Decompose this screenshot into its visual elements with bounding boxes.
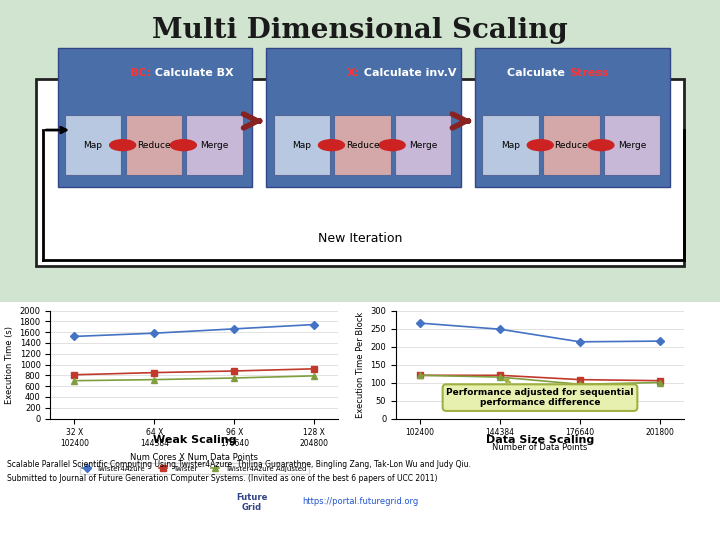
Twister4Azure Adjusted [70, 377, 78, 384]
Twister4Azure Adjusted [230, 375, 239, 381]
Circle shape [109, 140, 135, 151]
FancyBboxPatch shape [65, 115, 121, 176]
Twister [150, 369, 158, 376]
Line: Twister: Twister [71, 366, 318, 377]
FancyBboxPatch shape [395, 115, 451, 176]
Text: Future
Grid: Future Grid [236, 492, 268, 512]
Y-axis label: Execution Time (s): Execution Time (s) [5, 326, 14, 403]
Text: BC:: BC: [130, 68, 151, 78]
Text: Data Size Scaling: Data Size Scaling [486, 435, 594, 445]
Text: Stress: Stress [569, 68, 608, 78]
FancyBboxPatch shape [334, 115, 391, 176]
Twister4Azure Adjusted [310, 373, 319, 379]
Circle shape [171, 140, 197, 151]
FancyBboxPatch shape [36, 79, 684, 266]
Text: Reduce: Reduce [137, 140, 171, 150]
Circle shape [588, 140, 614, 151]
Text: Map: Map [292, 140, 311, 150]
FancyBboxPatch shape [58, 49, 252, 187]
Text: X:: X: [347, 68, 360, 78]
FancyBboxPatch shape [274, 115, 330, 176]
Twister4Azure [310, 321, 319, 328]
Twister [230, 368, 239, 374]
Twister4Azure Adjusted [150, 376, 158, 383]
Text: Merge: Merge [618, 140, 647, 150]
FancyBboxPatch shape [482, 115, 539, 176]
Text: Merge: Merge [200, 140, 229, 150]
Twister4Azure [70, 333, 78, 340]
Text: Calculate: Calculate [507, 68, 569, 78]
X-axis label: Number of Data Points: Number of Data Points [492, 443, 588, 452]
Circle shape [527, 140, 553, 151]
FancyBboxPatch shape [266, 49, 461, 187]
Text: Scalable Parallel Scientific Computing Using Twister4Azure. Thilina Gunarathne, : Scalable Parallel Scientific Computing U… [7, 460, 471, 469]
Text: Calculate BX: Calculate BX [151, 68, 234, 78]
Text: Performance adjusted for sequential
performance difference: Performance adjusted for sequential perf… [446, 380, 634, 407]
Twister4Azure [230, 326, 239, 332]
Text: Submitted to Journal of Future Generation Computer Systems. (Invited as one of t: Submitted to Journal of Future Generatio… [7, 474, 438, 483]
Line: Twister4Azure: Twister4Azure [71, 322, 318, 339]
Text: Reduce: Reduce [346, 140, 379, 150]
FancyBboxPatch shape [186, 115, 243, 176]
Legend: Twister4Azure, Twister, Twister4Azure Adjusted: Twister4Azure, Twister, Twister4Azure Ad… [80, 463, 309, 475]
Text: Map: Map [501, 140, 520, 150]
Text: Multi Dimensional Scaling: Multi Dimensional Scaling [152, 17, 568, 44]
Text: Reduce: Reduce [554, 140, 588, 150]
Text: Map: Map [84, 140, 102, 150]
Y-axis label: Execution Time Per Block: Execution Time Per Block [356, 312, 365, 417]
FancyBboxPatch shape [475, 49, 670, 187]
Text: Calculate inv.V: Calculate inv.V [360, 68, 456, 78]
FancyBboxPatch shape [604, 115, 660, 176]
Text: https://portal.futuregrid.org: https://portal.futuregrid.org [302, 497, 418, 505]
Circle shape [379, 140, 405, 151]
Twister [310, 366, 319, 372]
Line: Twister4Azure Adjusted: Twister4Azure Adjusted [71, 373, 318, 383]
X-axis label: Num Cores X Num Data Points: Num Cores X Num Data Points [130, 453, 258, 462]
Text: New Iteration: New Iteration [318, 232, 402, 245]
FancyBboxPatch shape [543, 115, 600, 176]
Twister [70, 372, 78, 378]
Text: Weak Scaling: Weak Scaling [153, 435, 236, 445]
FancyBboxPatch shape [125, 115, 182, 176]
Text: Merge: Merge [409, 140, 438, 150]
Circle shape [318, 140, 344, 151]
Twister4Azure [150, 330, 158, 336]
